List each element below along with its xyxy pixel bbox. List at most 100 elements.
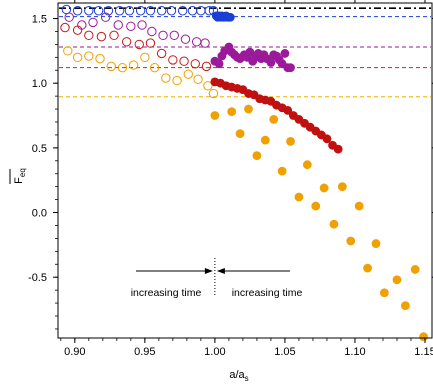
y-tick-label: -0.5 xyxy=(28,272,47,284)
data-point-open xyxy=(145,38,156,48)
data-point-open xyxy=(191,37,202,47)
data-point-filled xyxy=(269,115,279,124)
x-tick-label: 1.15 xyxy=(414,346,433,358)
data-point-open xyxy=(63,46,73,56)
y-tick-label: 1.5 xyxy=(32,14,47,26)
data-point-open xyxy=(93,6,104,16)
x-axis-label: a/as xyxy=(229,369,248,383)
data-point-filled xyxy=(333,144,343,154)
data-point-filled xyxy=(244,104,253,114)
data-point-filled xyxy=(266,58,276,67)
data-point-open xyxy=(103,6,114,16)
data-point-open xyxy=(193,74,203,85)
data-point-filled xyxy=(260,135,270,145)
data-point-open xyxy=(72,25,83,35)
data-point-open xyxy=(100,12,111,22)
data-point-open xyxy=(200,38,210,48)
data-point-open xyxy=(161,73,171,83)
data-point-filled xyxy=(410,265,420,274)
data-point-open xyxy=(72,6,83,16)
data-point-open xyxy=(124,6,135,16)
data-point-open xyxy=(95,53,105,64)
data-point-open xyxy=(128,60,139,70)
y-tick-label: 0.0 xyxy=(32,208,47,220)
data-point-open xyxy=(64,12,74,22)
plot-area xyxy=(59,4,431,342)
y-axis-label-group: Feq xyxy=(9,168,27,184)
data-point-open xyxy=(190,59,200,69)
data-point-filled xyxy=(419,332,428,342)
data-point-filled xyxy=(346,236,356,246)
data-point-open xyxy=(187,6,198,16)
data-point-filled xyxy=(329,219,339,229)
data-point-open xyxy=(169,30,179,41)
data-point-filled xyxy=(277,166,287,176)
data-point-open xyxy=(114,6,125,16)
data-point-open xyxy=(77,20,87,30)
data-point-filled xyxy=(319,183,329,193)
annotations: increasing time increasing time xyxy=(131,258,303,299)
data-point-filled xyxy=(210,111,220,120)
data-point-filled xyxy=(354,201,364,211)
data-point-open xyxy=(140,52,150,63)
data-point-open xyxy=(84,6,94,16)
data-point-open xyxy=(60,22,70,33)
data-point-open xyxy=(117,62,128,73)
data-point-open xyxy=(61,4,72,15)
y-tick-label: 0.5 xyxy=(32,143,47,155)
data-point-open xyxy=(135,6,146,16)
data-point-open xyxy=(177,6,188,16)
data-point-open xyxy=(106,61,116,72)
data-point-open xyxy=(147,26,157,37)
data-point-filled xyxy=(280,49,290,58)
data-point-open xyxy=(179,56,189,66)
data-point-filled xyxy=(283,105,293,115)
data-point-open xyxy=(126,21,136,31)
data-point-open xyxy=(137,20,147,30)
annotation-right-text: increasing time xyxy=(232,287,303,299)
data-point-open xyxy=(96,31,107,42)
y-tick-label: 1.0 xyxy=(32,78,47,90)
data-point-open xyxy=(180,34,191,44)
data-point-open xyxy=(156,6,167,16)
data-point-filled xyxy=(235,129,245,139)
data-point-open xyxy=(121,37,132,47)
data-point-filled xyxy=(245,47,255,57)
data-point-filled xyxy=(400,301,410,311)
data-point-filled xyxy=(227,107,237,117)
data-point-open xyxy=(158,30,168,41)
data-point-open xyxy=(109,30,119,41)
data-point-open xyxy=(72,52,83,63)
data-point-open xyxy=(84,51,94,61)
data-point-filled xyxy=(252,151,262,161)
data-point-filled xyxy=(294,192,304,202)
data-point-open xyxy=(168,55,178,65)
data-point-open xyxy=(84,30,94,41)
data-point-open xyxy=(203,81,213,91)
data-point-filled xyxy=(286,63,295,73)
data-point-filled xyxy=(379,288,389,298)
x-tick-label: 0.90 xyxy=(64,346,85,358)
data-point-open xyxy=(204,6,214,16)
annotation-left-text: increasing time xyxy=(131,287,202,299)
data-point-filled xyxy=(322,134,332,144)
data-point-filled xyxy=(311,201,321,211)
x-tick-label: 0.95 xyxy=(134,346,155,358)
axes: 0.90 0.95 1.00 1.05 1.10 1.15 -0.5 0.0 0.5 1.0 1.5 xyxy=(28,0,433,358)
data-point-open xyxy=(172,75,182,86)
data-point-filled xyxy=(302,160,312,170)
data-point-filled xyxy=(337,182,347,192)
data-point-open xyxy=(134,39,144,50)
data-point-open xyxy=(156,48,167,59)
arrow-right-head xyxy=(204,268,213,274)
data-point-filled xyxy=(225,12,235,22)
data-point-filled xyxy=(214,59,224,69)
data-point-open xyxy=(149,62,160,73)
data-point-open xyxy=(166,6,177,16)
x-tick-label: 1.10 xyxy=(344,346,365,358)
x-tick-label: 1.05 xyxy=(274,346,295,358)
data-point-open xyxy=(183,69,193,79)
y-axis-label: Feq xyxy=(13,168,27,184)
plot-frame xyxy=(57,2,433,339)
